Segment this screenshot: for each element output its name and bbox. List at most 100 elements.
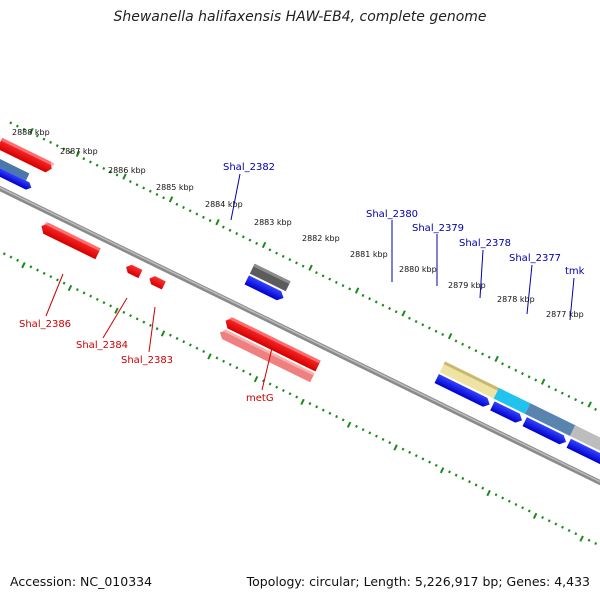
minor-tick <box>428 460 432 464</box>
gene-metG-red-feature[interactable] <box>223 315 321 372</box>
major-tick <box>67 284 73 292</box>
major-tick <box>122 173 127 180</box>
kbp-label: 2881 kbp <box>350 250 388 259</box>
minor-tick <box>341 418 345 422</box>
minor-tick <box>155 327 159 331</box>
kbp-label: 2883 kbp <box>254 218 292 227</box>
minor-tick <box>587 538 591 542</box>
forward-gene-edge-red[interactable] <box>0 137 54 174</box>
minor-tick <box>295 395 299 399</box>
gene-Shal_2382-feature[interactable] <box>249 263 291 292</box>
minor-tick <box>22 127 26 131</box>
minor-tick <box>42 271 46 275</box>
gene-label-Shal_2379[interactable]: Shal_2379 <box>412 223 464 234</box>
gene-Shal_2378-feature[interactable] <box>525 403 576 437</box>
forward-gene-edge-steel[interactable] <box>0 155 30 181</box>
minor-tick <box>501 496 505 500</box>
major-tick <box>439 467 445 474</box>
major-tick <box>346 421 352 428</box>
minor-tick <box>334 280 338 284</box>
gene-Shal_2379-feature[interactable] <box>493 387 531 415</box>
gene-label-Shal_2382[interactable]: Shal_2382 <box>223 162 275 173</box>
gene-Shal_2386-feature[interactable] <box>39 221 101 260</box>
minor-tick <box>514 368 518 372</box>
gene-label-metG[interactable]: metG <box>246 393 274 404</box>
minor-tick <box>521 506 525 510</box>
minor-tick <box>129 314 132 318</box>
minor-tick <box>594 542 598 546</box>
minor-tick <box>467 346 471 350</box>
minor-tick <box>355 424 358 428</box>
minor-tick <box>547 385 551 389</box>
minor-tick <box>481 352 484 356</box>
minor-tick <box>162 196 166 200</box>
minor-tick <box>507 365 511 369</box>
kbp-label: 2888 kbp <box>12 128 50 137</box>
minor-tick <box>202 215 205 219</box>
gene-label-Shal_2384[interactable]: Shal_2384 <box>76 340 128 351</box>
forward-arrow-4[interactable] <box>566 438 600 471</box>
gene-label-Shal_2380[interactable]: Shal_2380 <box>366 209 418 220</box>
gene-label-Shal_2383[interactable]: Shal_2383 <box>121 355 173 366</box>
minor-tick <box>567 394 571 398</box>
major-tick <box>308 264 313 271</box>
minor-tick <box>235 232 239 236</box>
gene-blue-under-2382[interactable] <box>244 275 286 302</box>
minor-tick <box>427 326 431 330</box>
minor-tick <box>527 509 531 513</box>
minor-tick <box>554 388 558 392</box>
minor-tick <box>221 225 225 229</box>
minor-tick <box>361 293 365 297</box>
minor-tick <box>481 486 485 490</box>
minor-tick <box>56 278 59 282</box>
minor-tick <box>241 235 245 239</box>
minor-tick <box>102 166 106 170</box>
minor-tick <box>580 401 584 405</box>
minor-tick <box>89 294 93 298</box>
minor-tick <box>328 277 332 281</box>
forward-arrow-1[interactable] <box>434 374 492 409</box>
minor-tick <box>195 346 199 350</box>
kbp-label: 2885 kbp <box>156 183 194 192</box>
kbp-label: 2886 kbp <box>108 166 146 175</box>
minor-tick <box>448 470 451 474</box>
gene-label-Shal_2386[interactable]: Shal_2386 <box>19 319 71 330</box>
minor-tick <box>574 532 578 536</box>
minor-tick <box>321 408 325 412</box>
minor-tick <box>135 183 139 187</box>
minor-tick <box>149 323 152 327</box>
minor-tick <box>188 209 192 213</box>
minor-tick <box>468 480 471 484</box>
minor-tick <box>401 447 405 451</box>
minor-tick <box>567 529 571 533</box>
major-tick <box>447 333 453 340</box>
forward-arrow-3[interactable] <box>522 417 569 446</box>
minor-tick <box>135 317 139 321</box>
gene-label-Shal_2378[interactable]: Shal_2378 <box>459 238 511 249</box>
gene-Shal_2380-feature[interactable] <box>439 361 499 399</box>
gene-Shal_2384-feature[interactable] <box>124 263 143 279</box>
minor-tick <box>315 405 319 409</box>
minor-tick <box>222 359 226 363</box>
genome-summary-text: Topology: circular; Length: 5,226,917 bp… <box>246 574 590 589</box>
forward-gene-edge-blue[interactable] <box>0 163 33 191</box>
gene-label-Shal_2377[interactable]: Shal_2377 <box>509 253 561 264</box>
major-tick <box>587 401 592 408</box>
major-tick <box>579 535 584 542</box>
minor-tick <box>268 382 272 386</box>
forward-arrow-2[interactable] <box>490 401 524 424</box>
minor-tick <box>461 476 465 480</box>
gene-label-tmk[interactable]: tmk <box>565 266 585 277</box>
minor-tick <box>16 258 20 262</box>
major-tick <box>540 378 546 385</box>
minor-tick <box>142 320 146 324</box>
gene-Shal_2383-feature[interactable] <box>147 274 166 290</box>
minor-tick <box>414 454 418 458</box>
gene-metG-pink-feature[interactable] <box>218 328 315 383</box>
minor-tick <box>368 431 372 435</box>
minor-tick <box>341 284 345 288</box>
gene-gray-feature[interactable] <box>569 425 600 461</box>
minor-tick <box>215 356 219 360</box>
minor-tick <box>321 274 325 278</box>
minor-tick <box>188 343 192 347</box>
